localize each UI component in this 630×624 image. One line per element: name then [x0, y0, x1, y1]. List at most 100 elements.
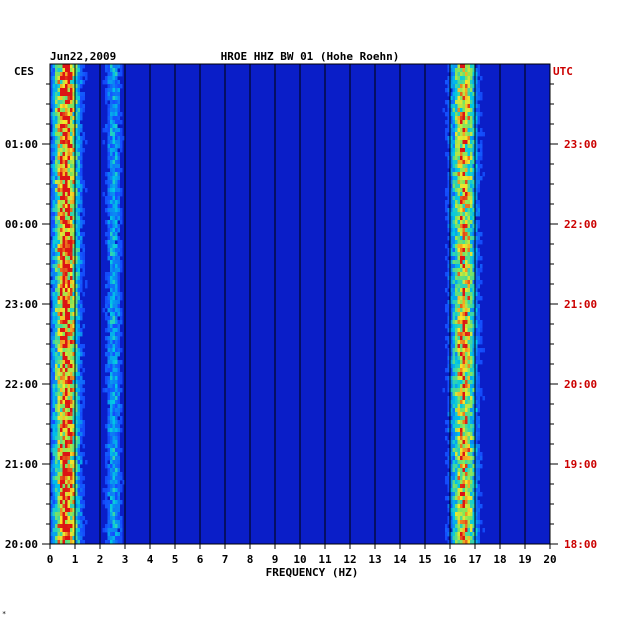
spectrogram-cell	[57, 368, 60, 373]
spectrogram-cell	[465, 220, 468, 225]
spectrogram-cell	[57, 324, 60, 329]
spectrogram-cell	[67, 336, 70, 341]
spectrogram-cell	[460, 532, 463, 537]
spectrogram-cell	[60, 412, 63, 417]
spectrogram-cell	[475, 296, 478, 301]
spectrogram-cell	[457, 192, 460, 197]
spectrogram-cell	[55, 348, 58, 353]
spectrogram-cell	[55, 96, 58, 101]
spectrogram-cell	[455, 464, 458, 469]
spectrogram-cell	[472, 264, 475, 269]
spectrogram-cell	[117, 180, 120, 185]
spectrogram-cell	[75, 88, 78, 93]
spectrogram-cell	[112, 104, 115, 109]
spectrogram-cell	[452, 184, 455, 189]
right-time-label: 23:00	[564, 138, 597, 151]
spectrogram-cell	[112, 456, 115, 461]
spectrogram-cell	[105, 480, 108, 485]
spectrogram-cell	[450, 132, 453, 137]
spectrogram-cell	[105, 64, 108, 69]
spectrogram-cell	[57, 360, 60, 365]
spectrogram-cell	[62, 472, 65, 477]
spectrogram-cell	[452, 480, 455, 485]
spectrogram-cell	[67, 204, 70, 209]
spectrogram-cell	[77, 124, 80, 129]
spectrogram-cell	[70, 212, 73, 217]
spectrogram-cell	[67, 296, 70, 301]
spectrogram-cell	[50, 400, 53, 405]
spectrogram-cell	[105, 232, 108, 237]
spectrogram-cell	[472, 472, 475, 477]
spectrogram-cell	[472, 464, 475, 469]
spectrogram-cell	[107, 520, 110, 525]
spectrogram-cell	[52, 128, 55, 133]
spectrogram-cell	[450, 472, 453, 477]
spectrogram-cell	[105, 424, 108, 429]
spectrogram-cell	[462, 96, 465, 101]
spectrogram-cell	[452, 440, 455, 445]
spectrogram-cell	[55, 340, 58, 345]
spectrogram-cell	[112, 132, 115, 137]
spectrogram-cell	[107, 84, 110, 89]
spectrogram-cell	[62, 284, 65, 289]
spectrogram-cell	[62, 84, 65, 89]
spectrogram-cell	[112, 504, 115, 509]
spectrogram-cell	[452, 96, 455, 101]
spectrogram-cell	[62, 356, 65, 361]
spectrogram-cell	[70, 424, 73, 429]
spectrogram-cell	[475, 172, 478, 177]
spectrogram-cell	[115, 348, 118, 353]
spectrogram-cell	[457, 176, 460, 181]
spectrogram-cell	[55, 292, 58, 297]
spectrogram-cell	[450, 500, 453, 505]
spectrogram-cell	[117, 428, 120, 433]
spectrogram-cell	[57, 76, 60, 81]
spectrogram-cell	[72, 136, 75, 141]
spectrogram-cell	[450, 376, 453, 381]
spectrogram-cell	[457, 336, 460, 341]
spectrogram-cell	[460, 68, 463, 73]
spectrogram-cell	[52, 140, 55, 145]
spectrogram-cell	[462, 408, 465, 413]
spectrogram-cell	[117, 120, 120, 125]
spectrogram-cell	[465, 372, 468, 377]
spectrogram-cell	[57, 540, 60, 545]
spectrogram-cell	[467, 388, 470, 393]
spectrogram-cell	[457, 352, 460, 357]
spectrogram-cell	[112, 336, 115, 341]
spectrogram-cell	[120, 520, 123, 525]
spectrogram-cell	[50, 120, 53, 125]
spectrogram-cell	[465, 160, 468, 165]
spectrogram-cell	[65, 144, 68, 149]
spectrogram-cell	[62, 320, 65, 325]
spectrogram-cell	[75, 220, 78, 225]
spectrogram-cell	[475, 164, 478, 169]
spectrogram-cell	[465, 156, 468, 161]
spectrogram-cell	[52, 300, 55, 305]
spectrogram-cell	[472, 452, 475, 457]
spectrogram-cell	[75, 252, 78, 257]
spectrogram-cell	[115, 500, 118, 505]
spectrogram-cell	[110, 76, 113, 81]
spectrogram-cell	[465, 444, 468, 449]
spectrogram-cell	[77, 524, 80, 529]
spectrogram-cell	[70, 188, 73, 193]
spectrogram-cell	[72, 504, 75, 509]
spectrogram-cell	[65, 220, 68, 225]
spectrogram-cell	[447, 292, 450, 297]
spectrogram-cell	[75, 208, 78, 213]
spectrogram-cell	[70, 392, 73, 397]
spectrogram-cell	[480, 132, 483, 137]
spectrogram-cell	[465, 336, 468, 341]
spectrogram-cell	[462, 492, 465, 497]
spectrogram-cell	[52, 360, 55, 365]
spectrogram-cell	[472, 140, 475, 145]
spectrogram-cell	[70, 420, 73, 425]
spectrogram-cell	[477, 280, 480, 285]
spectrogram-cell	[110, 428, 113, 433]
spectrogram-cell	[120, 380, 123, 385]
spectrogram-cell	[67, 440, 70, 445]
spectrogram-cell	[457, 356, 460, 361]
spectrogram-cell	[457, 156, 460, 161]
spectrogram-cell	[462, 84, 465, 89]
